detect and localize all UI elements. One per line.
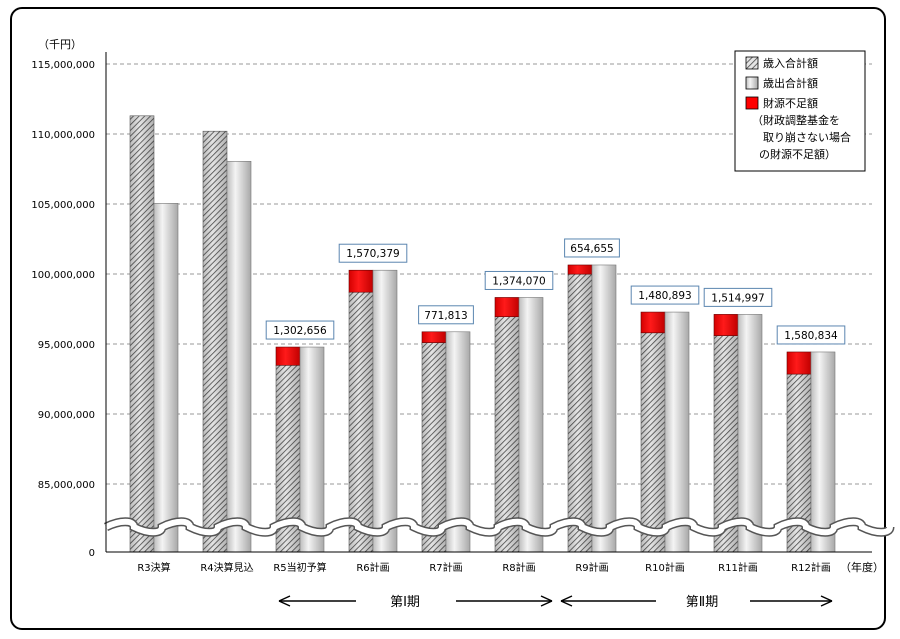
data-label-box: [776, 325, 846, 345]
bar-shortfall: [567, 264, 593, 275]
bar-revenue-shade: [348, 291, 374, 553]
axis-break: [103, 517, 895, 537]
data-label-box: [564, 238, 620, 258]
bar-expenditure: [810, 351, 836, 553]
legend-swatch-expenditure: [745, 76, 759, 90]
x-tick-label: R12計画: [791, 561, 831, 574]
bar-revenue-shade: [421, 342, 447, 553]
data-label-box: [703, 287, 773, 307]
x-unit-label: （年度）: [840, 560, 884, 574]
data-label-box: [338, 243, 408, 263]
period-2-arrowhead-left: [560, 595, 573, 607]
y-tick-label: 0: [89, 548, 95, 559]
x-tick-label: R9計画: [575, 561, 608, 574]
bar-expenditure: [591, 264, 617, 553]
legend-note-line-1: （財政調整基金を: [752, 113, 840, 127]
bar-expenditure: [737, 314, 763, 553]
data-labels: 1,302,656 1,570,379 771,813 1,374,070 654,65…: [265, 238, 846, 345]
x-tick-label: R6計画: [356, 561, 389, 574]
x-tick-label: R5当初予算: [273, 561, 326, 574]
bar-expenditure: [664, 311, 690, 553]
y-tick-label: 100,000,000: [31, 270, 95, 281]
legend-label-shortfall: 財源不足額: [763, 96, 818, 110]
bar-shortfall: [713, 314, 739, 336]
y-tick-label: 90,000,000: [38, 410, 95, 421]
y-tick-label: 105,000,000: [31, 200, 95, 211]
period-1-arrowhead-left: [278, 595, 291, 607]
bar-expenditure: [153, 203, 179, 553]
bar-revenue-shade: [202, 130, 228, 553]
bar-expenditure: [372, 269, 398, 553]
bar-revenue-shade: [494, 316, 520, 553]
legend-label-revenue: 歳入合計額: [763, 56, 818, 70]
data-label: 654,655: [570, 243, 613, 255]
legend-swatch-revenue: [745, 56, 759, 70]
legend-box: [734, 50, 866, 172]
y-axis: 0 85,000,000 90,000,000 95,000,000 100,000,0…: [31, 52, 872, 559]
bar-shortfall: [421, 331, 447, 343]
bar-revenue-shade: [640, 332, 666, 553]
data-label: 771,813: [424, 310, 467, 322]
legend-note-line-3: の財源不足額）: [759, 147, 836, 161]
bar-expenditure: [226, 161, 252, 553]
bar-expenditure: [299, 346, 325, 553]
bar-shortfall: [275, 346, 301, 366]
bar-shortfall: [348, 269, 374, 293]
x-tick-label: R8計画: [502, 561, 535, 574]
x-axis: R3決算 R4決算見込 R5当初予算 R6計画 R7計画 R8計画 R9計画 R10計画 R11…: [137, 561, 831, 574]
data-label: 1,580,834: [784, 330, 838, 342]
legend-label-expenditure: 歳出合計額: [763, 76, 818, 90]
y-tick-label: 110,000,000: [31, 130, 95, 141]
x-tick-label: R4決算見込: [200, 561, 253, 574]
x-tick-label: R11計画: [718, 561, 758, 574]
period-2-arrowhead-right: [820, 595, 833, 607]
bar-expenditure: [445, 331, 471, 553]
data-label: 1,480,893: [638, 290, 691, 302]
bars: [129, 115, 836, 553]
data-label-box: [418, 305, 474, 325]
period-arrows: 第Ⅰ期 第Ⅱ期: [278, 595, 833, 610]
bar-shortfall: [640, 311, 666, 334]
data-label: 1,374,070: [492, 275, 545, 287]
bar-revenue-shade: [129, 115, 155, 553]
bar-revenue-shade: [567, 273, 593, 553]
axis-break-band: [104, 518, 893, 536]
y-unit-label: （千円）: [38, 38, 82, 51]
bar-shortfall: [494, 297, 520, 317]
data-label-box: [265, 320, 335, 340]
y-tick-label: 95,000,000: [38, 340, 95, 351]
data-label-box: [484, 270, 554, 290]
data-label: 1,302,656: [273, 325, 327, 337]
period-2-label: 第Ⅱ期: [686, 595, 718, 610]
period-1-label: 第Ⅰ期: [390, 595, 420, 610]
legend: 歳入合計額 歳出合計額 財源不足額 （財政調整基金を 取り崩さない場合 の財源不…: [734, 50, 866, 172]
data-label-box: [630, 285, 700, 305]
data-label: 1,570,379: [346, 248, 399, 260]
data-label: 1,514,997: [711, 292, 764, 304]
legend-swatch-shortfall: [745, 96, 759, 110]
period-1-arrowhead-right: [540, 595, 553, 607]
x-tick-label: R3決算: [137, 561, 170, 574]
x-tick-label: R10計画: [645, 561, 685, 574]
y-tick-label: 115,000,000: [31, 60, 95, 71]
chart-frame: [10, 7, 886, 630]
bar-shortfall: [786, 351, 812, 375]
legend-note-line-2: 取り崩さない場合: [763, 130, 851, 144]
y-tick-label: 85,000,000: [38, 480, 95, 491]
bar-expenditure: [518, 297, 544, 553]
x-tick-label: R7計画: [429, 561, 462, 574]
